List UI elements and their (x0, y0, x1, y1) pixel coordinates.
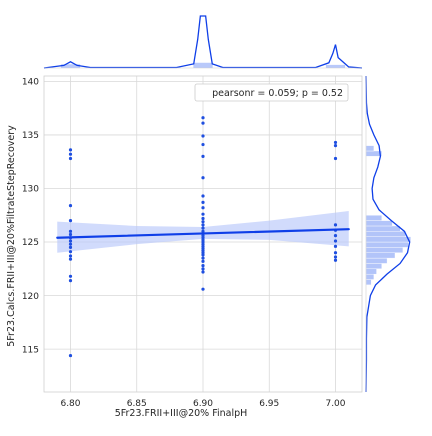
data-point (333, 234, 338, 238)
y-marginal-bar (365, 220, 393, 227)
data-point (68, 156, 73, 161)
regression-line-segment (56, 228, 350, 239)
y-marginal-bar (365, 231, 406, 237)
y-tick-label: 130 (22, 185, 39, 195)
y-tick-label: 140 (22, 78, 39, 88)
data-point (201, 206, 205, 210)
data-point (68, 242, 73, 246)
y-marginal-bar (365, 268, 377, 275)
data-point (68, 229, 73, 233)
data-point (68, 250, 73, 254)
data-point (333, 244, 338, 248)
data-point (201, 194, 205, 198)
data-point (68, 257, 73, 261)
data-point (333, 223, 338, 227)
data-point (201, 253, 205, 257)
data-point (68, 204, 73, 208)
x-tick-label: 6.80 (60, 399, 80, 409)
data-point (68, 148, 73, 152)
plot-border (43, 75, 363, 393)
data-point (333, 156, 338, 161)
y-marginal-bar (365, 279, 372, 286)
y-axis-label: 5Fr23.Calcs.FRII+III@20%FiltrateStepReco… (6, 125, 17, 347)
data-point (201, 270, 205, 274)
y-marginal-bar (365, 225, 401, 232)
x-tick-label: 7.00 (325, 399, 345, 409)
data-point (201, 176, 205, 180)
data-point (68, 274, 73, 278)
y-marginal-bar (365, 273, 375, 280)
data-point (201, 287, 205, 291)
plot-frame (43, 75, 363, 393)
y-marginal-bar (365, 263, 383, 270)
data-point (201, 154, 205, 158)
y-axis-ticks: 115 120 125 130 135 140 (22, 78, 39, 356)
data-point (68, 278, 73, 283)
data-point (201, 116, 205, 120)
data-point (201, 220, 205, 224)
data-point (201, 256, 205, 260)
regression-line (56, 228, 350, 239)
y-marginal-bar (365, 247, 404, 253)
data-point (333, 258, 338, 262)
y-tick-label: 125 (22, 238, 39, 248)
y-tick-label: 120 (22, 292, 39, 302)
x-tick-label: 6.90 (193, 399, 213, 409)
data-point (201, 267, 205, 271)
data-point (68, 353, 73, 358)
data-point (201, 142, 205, 147)
y-marginal-kde (365, 75, 411, 393)
data-point (68, 245, 73, 249)
y-marginal-bar (365, 145, 375, 152)
x-marginal-bar (325, 64, 346, 68)
data-point (68, 254, 73, 258)
y-tick-label: 135 (22, 131, 39, 141)
data-point (333, 144, 338, 148)
x-axis-label: 5Fr23.FRII+III@20% FinalpH (115, 408, 248, 419)
legend-text: pearsonr = 0.059; p = 0.52 (212, 88, 343, 99)
data-point (333, 140, 338, 145)
data-point (201, 223, 205, 227)
data-point (201, 121, 205, 125)
data-point (68, 232, 73, 237)
data-point (68, 219, 73, 223)
data-point (201, 134, 205, 138)
data-point (68, 152, 73, 156)
y-marginal-bar (365, 252, 396, 259)
y-tick-label: 115 (22, 345, 39, 355)
data-point (333, 255, 338, 259)
scatter-plot-area: 6.80 6.85 6.90 6.95 7.00 115120125130135140 … (6, 75, 363, 419)
data-point (68, 239, 73, 243)
y-marginal-bar (365, 257, 388, 264)
legend-box (194, 83, 349, 102)
data-point (201, 216, 205, 221)
x-marginal-distribution (43, 15, 363, 69)
y-marginal-bar (365, 241, 409, 248)
data-point (333, 239, 338, 243)
y-marginal-bar (365, 236, 411, 243)
y-marginal-bar (365, 215, 383, 221)
data-point (201, 226, 205, 230)
data-point (201, 264, 205, 268)
data-point (201, 259, 205, 263)
x-tick-label: 6.95 (259, 399, 279, 409)
y-marginal-distribution (365, 75, 411, 393)
data-point (201, 212, 205, 216)
x-marginal-bar (193, 62, 213, 68)
data-point (201, 200, 205, 204)
x-tick-label: 6.85 (127, 399, 147, 409)
x-marginal-bar (60, 64, 81, 68)
data-point (333, 251, 338, 255)
x-axis-ticks: 6.80 6.85 6.90 6.95 7.00 (60, 399, 345, 409)
legend: pearsonr = 0.059; p = 0.52 (194, 83, 349, 102)
x-marginal-kde (43, 15, 363, 69)
